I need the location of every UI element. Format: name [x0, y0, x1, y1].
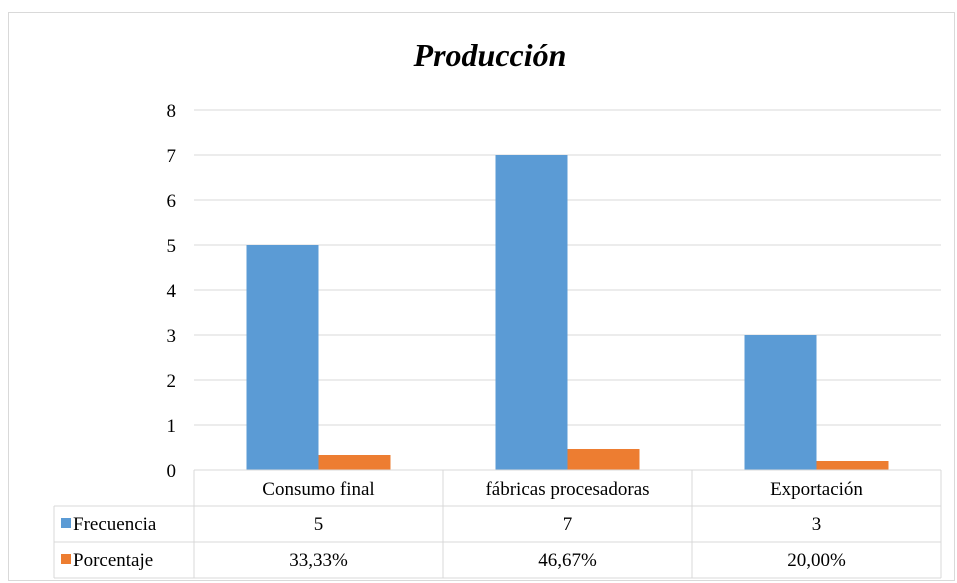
- data-table: Consumo final fábricas procesadoras Export…: [53, 469, 942, 579]
- data-label: 5: [314, 514, 324, 535]
- bar-frecuencia-3: [744, 335, 817, 470]
- legend-label: Frecuencia: [73, 514, 157, 535]
- bars: [246, 155, 889, 470]
- y-tick-label: 1: [167, 416, 177, 437]
- data-label: 20,00%: [787, 550, 846, 571]
- y-tick-label: 2: [167, 371, 177, 392]
- data-label: 7: [563, 514, 573, 535]
- bar-frecuencia-2: [495, 155, 568, 470]
- y-tick-label: 6: [167, 191, 177, 212]
- y-tick-label: 8: [167, 101, 177, 122]
- legend-key-porcentaje: [61, 554, 71, 564]
- bar-frecuencia-1: [246, 245, 319, 470]
- data-label: 33,33%: [289, 550, 348, 571]
- data-label: 3: [812, 514, 822, 535]
- bar-porcentaje-1: [318, 455, 391, 470]
- y-axis: 0 1 2 3 4 5 6 7 8: [167, 101, 177, 482]
- chart-frame: [8, 12, 955, 581]
- legend-key-frecuencia: [61, 518, 71, 528]
- y-tick-label: 4: [167, 281, 177, 302]
- x-category-label: Exportación: [770, 479, 863, 500]
- legend-label: Porcentaje: [73, 550, 153, 571]
- x-category-label: Consumo final: [262, 479, 374, 500]
- y-tick-label: 3: [167, 326, 177, 347]
- x-category-label: fábricas procesadoras: [485, 479, 649, 500]
- data-label: 46,67%: [538, 550, 597, 571]
- bar-porcentaje-2: [567, 448, 640, 470]
- chart-title: Producción: [413, 37, 567, 73]
- y-tick-label: 5: [167, 236, 177, 257]
- y-tick-label: 7: [167, 146, 177, 167]
- y-tick-label: 0: [167, 461, 177, 482]
- bar-porcentaje-3: [816, 461, 889, 470]
